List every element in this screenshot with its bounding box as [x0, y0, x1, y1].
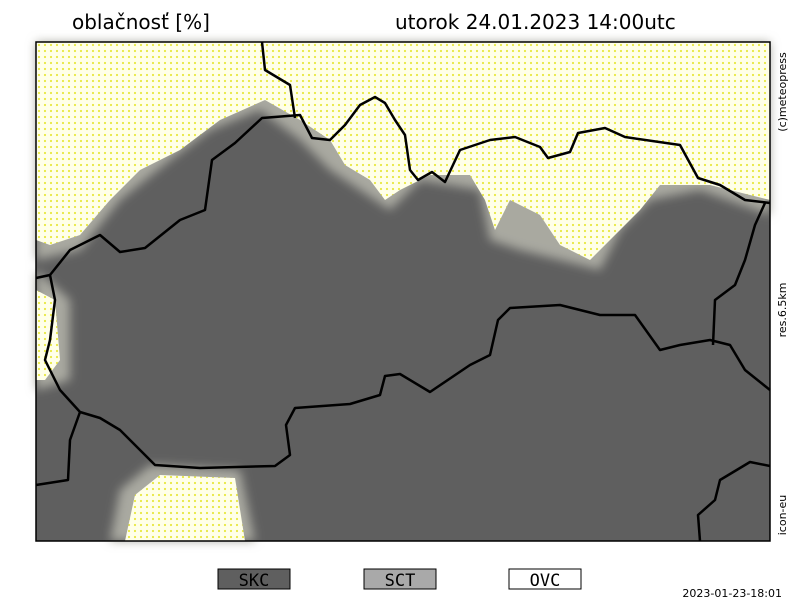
legend-swatch [508, 568, 582, 590]
legend-swatch [363, 568, 437, 590]
border-line [35, 411, 82, 487]
map-frame [35, 41, 771, 542]
side-label: res.6.5km [776, 283, 789, 338]
legend-swatch [217, 568, 291, 590]
map [35, 41, 771, 542]
cloud-area [125, 475, 245, 541]
map-title: oblačnosť [%] [72, 10, 210, 34]
border-line [35, 273, 771, 470]
border-line [696, 460, 771, 542]
border-line [49, 95, 771, 276]
timestamp: 2023-01-23-18:01 [682, 587, 782, 600]
side-label: icon-eu [776, 495, 789, 536]
legend-label: OVC [530, 571, 561, 591]
cloud-area [36, 42, 770, 260]
side-label: (c)meteopress [776, 52, 789, 132]
map-datetime: utorok 24.01.2023 14:00utc [395, 10, 676, 34]
legend-label: SCT [385, 571, 416, 591]
border-line [711, 202, 767, 346]
legend-label: SKC [239, 571, 270, 591]
border-line [260, 41, 297, 119]
